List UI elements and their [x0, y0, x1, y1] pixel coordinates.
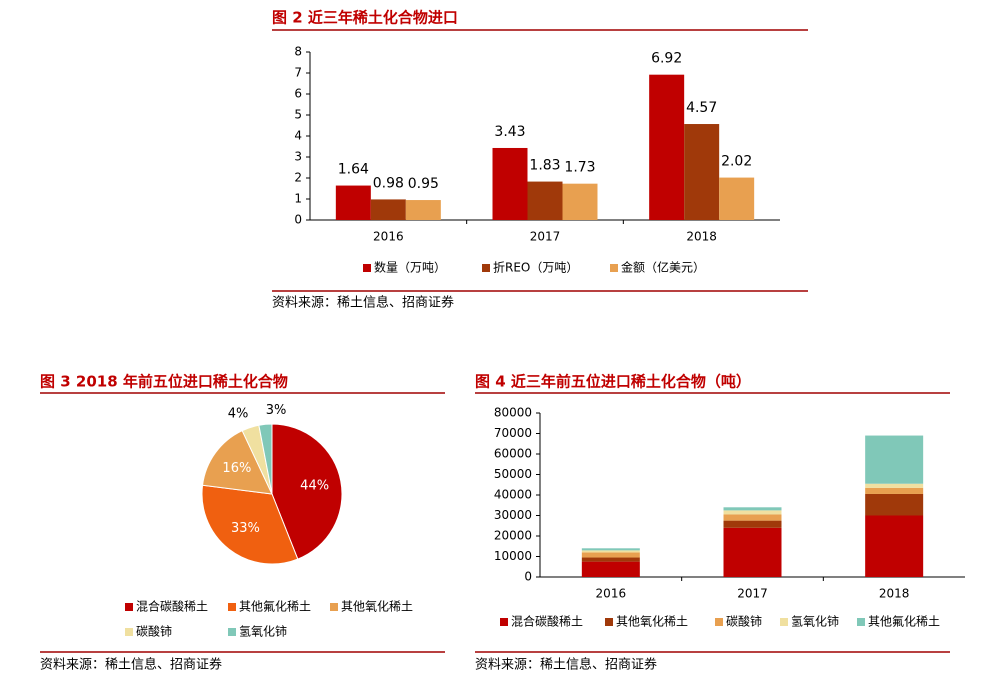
- y-tick-label: 6: [294, 87, 302, 101]
- legend-label: 氢氧化铈: [791, 614, 839, 629]
- bar-segment: [723, 527, 782, 577]
- y-tick-label: 7: [294, 66, 302, 80]
- data-label: 4%: [228, 407, 249, 422]
- data-label: 3.43: [494, 124, 525, 140]
- legend-label: 其他氟化稀土: [868, 615, 940, 629]
- y-tick-label: 80000: [494, 406, 532, 420]
- legend-swatch: [715, 618, 723, 626]
- data-label: 6.92: [651, 51, 682, 67]
- chart-title: 图 4 近三年前五位进口稀土化合物（吨）: [475, 373, 751, 391]
- y-tick-label: 10000: [494, 549, 532, 563]
- legend-label: 金额（亿美元）: [621, 260, 705, 275]
- legend-label: 其他氟化稀土: [239, 600, 311, 614]
- bar-segment: [581, 552, 640, 558]
- bar: [335, 185, 371, 220]
- legend-label: 混合碳酸稀土: [136, 599, 208, 614]
- bar-segment: [723, 510, 782, 515]
- chart-title: 图 3 2018 年前五位进口稀土化合物: [40, 373, 288, 391]
- data-label: 4.57: [686, 100, 717, 116]
- pie-slice: [271, 423, 343, 560]
- y-tick-label: 70000: [494, 426, 532, 440]
- y-tick-label: 4: [294, 129, 302, 143]
- y-tick-label: 5: [294, 108, 302, 122]
- pie-slice: [201, 484, 299, 565]
- data-label: 1.64: [338, 162, 369, 178]
- legend-swatch: [857, 618, 865, 626]
- data-label: 33%: [231, 521, 260, 536]
- legend-swatch: [228, 628, 236, 636]
- legend-label: 其他氧化稀土: [341, 600, 413, 614]
- data-label: 0.98: [373, 175, 404, 191]
- bar-segment: [723, 514, 782, 521]
- bar: [562, 183, 598, 220]
- bar-segment: [865, 487, 924, 494]
- y-tick-label: 8: [294, 45, 302, 59]
- y-tick-label: 60000: [494, 447, 532, 461]
- bar-segment: [865, 435, 924, 484]
- source-note: 资料来源：稀土信息、招商证券: [40, 657, 222, 673]
- legend-label: 其他氧化稀土: [616, 615, 688, 629]
- data-label: 0.95: [408, 176, 439, 192]
- legend-label: 数量（万吨）: [374, 260, 446, 275]
- data-label: 1.73: [564, 160, 595, 176]
- y-tick-label: 0: [524, 570, 532, 584]
- bar-segment: [581, 561, 640, 577]
- y-tick-label: 30000: [494, 508, 532, 522]
- pie-slice: [201, 429, 273, 495]
- legend-label: 碳酸铈: [136, 624, 172, 639]
- legend-label: 氢氧化铈: [239, 624, 287, 639]
- source-note: 资料来源：稀土信息、招商证券: [272, 295, 454, 311]
- bar-segment: [581, 548, 640, 551]
- legend-label: 碳酸铈: [726, 614, 762, 629]
- y-tick-label: 40000: [494, 488, 532, 502]
- x-tick-label: 2017: [737, 587, 768, 601]
- legend-swatch: [610, 264, 618, 272]
- y-tick-label: 3: [294, 150, 302, 164]
- y-tick-label: 20000: [494, 529, 532, 543]
- legend-swatch: [363, 264, 371, 272]
- legend-swatch: [330, 603, 338, 611]
- legend-swatch: [125, 603, 133, 611]
- source-note: 资料来源：稀土信息、招商证券: [475, 657, 657, 673]
- bar: [527, 181, 563, 220]
- legend-swatch: [605, 618, 613, 626]
- bar-segment: [723, 507, 782, 511]
- data-label: 44%: [300, 478, 329, 493]
- bar: [684, 124, 720, 220]
- bar: [649, 74, 685, 221]
- bar-segment: [723, 520, 782, 528]
- x-tick-label: 2018: [686, 230, 717, 244]
- bar: [370, 199, 406, 220]
- legend-label: 混合碳酸稀土: [511, 614, 583, 629]
- bar: [492, 147, 528, 220]
- bar: [719, 177, 755, 220]
- data-label: 2.02: [721, 154, 752, 170]
- pie-slice: [258, 423, 273, 495]
- bar-segment: [581, 557, 640, 562]
- legend-swatch: [500, 618, 508, 626]
- bar-segment: [865, 493, 924, 516]
- data-label: 1.83: [529, 158, 560, 174]
- bar-segment: [581, 550, 640, 553]
- legend-swatch: [228, 603, 236, 611]
- x-tick-label: 2016: [373, 230, 404, 244]
- data-label: 16%: [222, 461, 251, 476]
- legend-swatch: [780, 618, 788, 626]
- chart-title: 图 2 近三年稀土化合物进口: [272, 9, 458, 27]
- y-tick-label: 2: [294, 171, 302, 185]
- legend-swatch: [125, 628, 133, 636]
- y-tick-label: 1: [294, 192, 302, 206]
- bar-segment: [865, 483, 924, 488]
- data-label: 3%: [266, 403, 287, 418]
- legend-swatch: [482, 264, 490, 272]
- x-tick-label: 2018: [879, 587, 910, 601]
- y-tick-label: 0: [294, 213, 302, 227]
- x-tick-label: 2017: [530, 230, 561, 244]
- y-tick-label: 50000: [494, 467, 532, 481]
- x-tick-label: 2016: [596, 587, 627, 601]
- bar-segment: [865, 515, 924, 577]
- bar: [405, 200, 441, 220]
- legend-label: 折REO（万吨）: [493, 260, 578, 275]
